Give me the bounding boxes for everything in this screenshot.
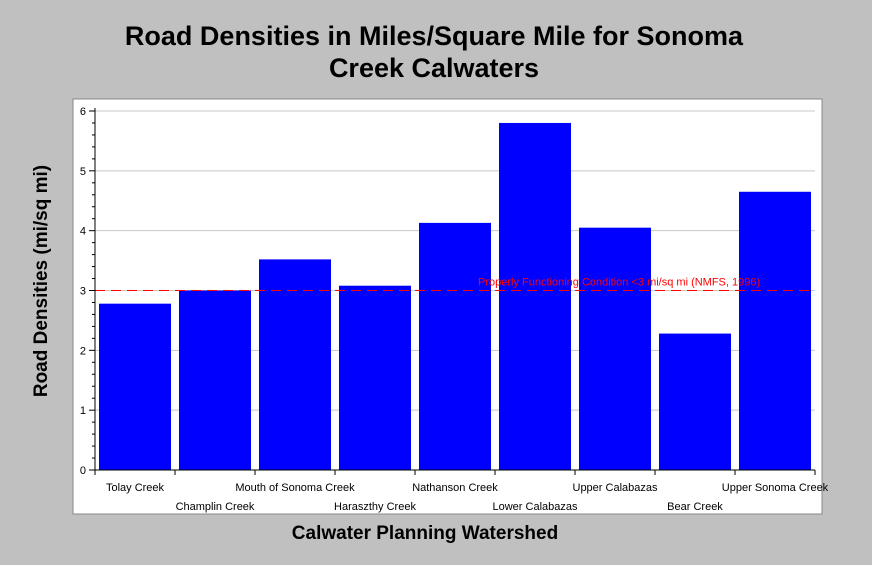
x-tick-label: Bear Creek bbox=[667, 501, 723, 513]
x-tick-label: Upper Calabazas bbox=[573, 482, 658, 494]
x-tick-label: Haraszthy Creek bbox=[334, 501, 416, 513]
bars bbox=[99, 122, 811, 470]
chart-title-line2: Creek Calwaters bbox=[328, 53, 540, 83]
bar-champlin-creek bbox=[179, 290, 251, 470]
y-tick-label: 3 bbox=[80, 286, 86, 298]
x-tick-label: Mouth of Sonoma Creek bbox=[235, 482, 355, 494]
x-axis-label: Calwater Planning Watershed bbox=[291, 523, 559, 544]
bar-mouth-of-sonoma-creek bbox=[259, 259, 331, 470]
y-tick-label: 4 bbox=[80, 226, 86, 238]
chart-title: Road Densities in Miles/Square Mile for … bbox=[0, 20, 868, 84]
bar-upper-calabazas bbox=[579, 227, 651, 470]
chart-title-line1: Road Densities in Miles/Square Mile for … bbox=[124, 21, 744, 51]
x-tick-label: Nathanson Creek bbox=[412, 482, 498, 494]
bar-tolay-creek bbox=[99, 303, 171, 470]
bar-nathanson-creek bbox=[419, 222, 491, 470]
x-tick-label: Champlin Creek bbox=[176, 501, 255, 513]
bar-bear-creek bbox=[659, 333, 731, 470]
axes bbox=[89, 108, 816, 475]
x-tick-label: Lower Calabazas bbox=[493, 501, 578, 513]
tick-labels: 0 1 2 3 4 5 6 Tolay Creek Champlin Creek Mouth of… bbox=[80, 106, 829, 513]
threshold-group: Properly Functioning Condition <3 mi/sq … bbox=[95, 277, 815, 291]
x-tick-label: Tolay Creek bbox=[106, 482, 165, 494]
x-tick-label: Upper Sonoma Creek bbox=[722, 482, 829, 494]
y-tick-label: 6 bbox=[80, 106, 86, 118]
y-axis-label: Road Densities (mi/sq mi) bbox=[31, 164, 52, 398]
y-tick-label: 5 bbox=[80, 166, 86, 178]
bar-haraszthy-creek bbox=[339, 285, 411, 470]
y-tick-label: 0 bbox=[80, 465, 86, 477]
bar-upper-sonoma-creek bbox=[739, 191, 811, 470]
y-tick-label: 1 bbox=[80, 405, 86, 417]
threshold-label: Properly Functioning Condition <3 mi/sq … bbox=[478, 277, 760, 289]
bar-lower-calabazas bbox=[499, 122, 571, 470]
y-tick-label: 2 bbox=[80, 345, 86, 357]
